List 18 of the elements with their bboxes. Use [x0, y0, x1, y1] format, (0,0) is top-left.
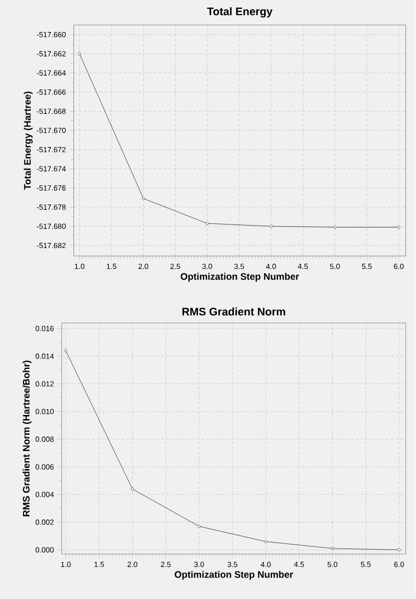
x-axis-title: Optimization Step Number	[174, 570, 294, 580]
point	[334, 226, 337, 229]
point	[206, 222, 209, 225]
point	[142, 196, 145, 200]
point	[398, 548, 401, 552]
chart-title: Total Energy	[207, 7, 273, 18]
point	[198, 524, 201, 528]
chart-title: RMS Gradient Norm	[182, 307, 286, 316]
point	[131, 487, 134, 490]
y-axis-title: Total Energy (Hartree)	[24, 92, 33, 190]
point	[270, 224, 273, 228]
y-axis-title: RMS Gradient Norm (Hartree/Bohr)	[22, 360, 32, 516]
x-axis-title: Optimization Step Number	[180, 272, 300, 282]
point	[78, 52, 82, 56]
point	[397, 226, 400, 229]
point	[331, 546, 334, 550]
point	[64, 349, 68, 352]
point	[264, 540, 268, 544]
